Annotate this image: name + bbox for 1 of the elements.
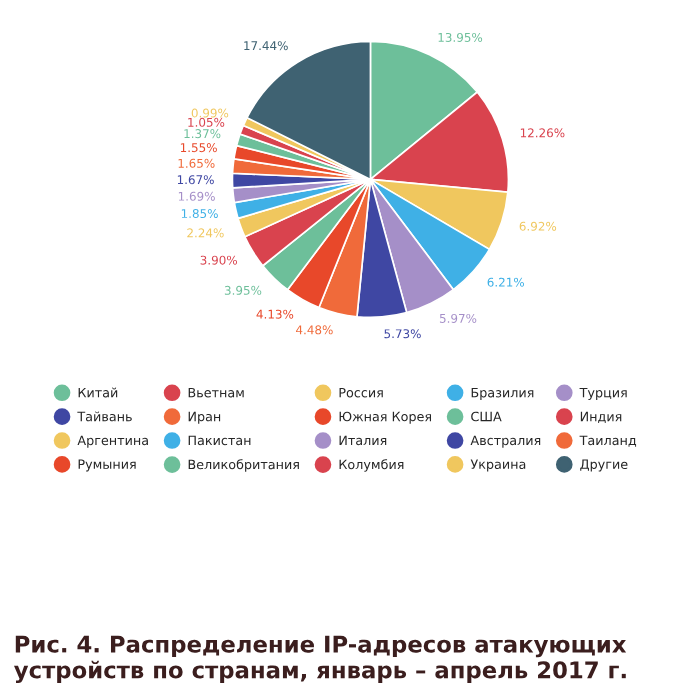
text: Рис. 4. Распределение IP-адресов атакующих устройств по странам, январь – апрель 2017 г. <box>14 635 627 684</box>
